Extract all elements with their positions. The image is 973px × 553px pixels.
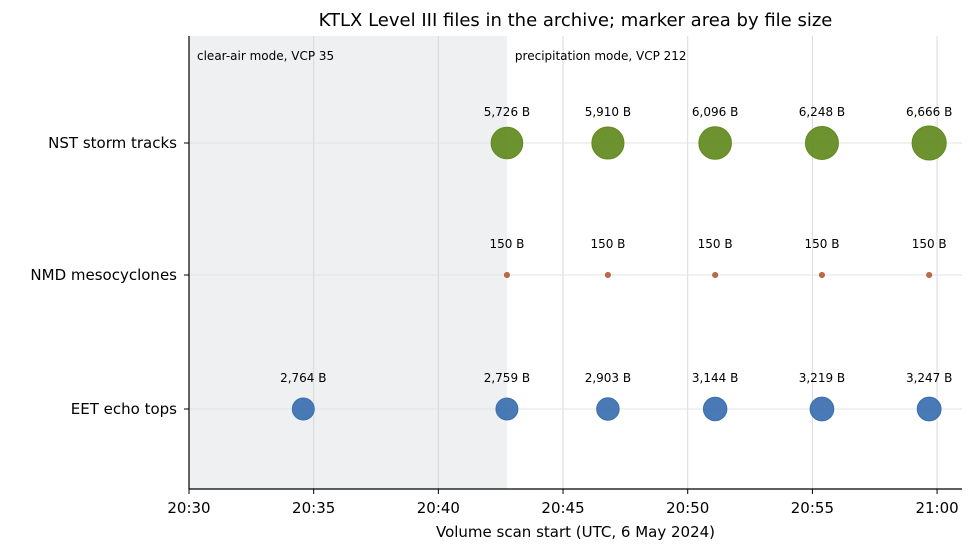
data-point xyxy=(596,397,620,421)
data-label: 2,759 B xyxy=(484,371,530,385)
data-point xyxy=(604,271,611,279)
data-label: 150 B xyxy=(590,237,625,251)
x-tick-label: 20:40 xyxy=(417,499,460,517)
data-point xyxy=(698,126,732,160)
data-point xyxy=(495,397,519,421)
shaded-region-0 xyxy=(189,36,507,489)
data-label: 5,726 B xyxy=(484,105,530,119)
data-point xyxy=(818,271,826,279)
data-point xyxy=(804,125,839,161)
x-tick-label: 21:00 xyxy=(915,499,958,517)
data-point xyxy=(926,271,933,279)
data-point xyxy=(916,396,942,422)
data-label: 2,764 B xyxy=(280,371,326,385)
data-label: 6,096 B xyxy=(692,105,738,119)
data-label: 3,219 B xyxy=(799,371,845,385)
x-tick-label: 20:55 xyxy=(791,499,834,517)
data-point xyxy=(591,126,625,160)
chart-title: KTLX Level III files in the archive; mar… xyxy=(319,10,833,31)
text-layer: clear-air mode, VCP 35 precipitation mode… xyxy=(30,10,958,541)
x-tick-label: 20:30 xyxy=(167,499,210,517)
data-label: 6,666 B xyxy=(906,105,952,119)
axis-layer xyxy=(184,36,962,494)
data-point xyxy=(911,125,947,161)
x-axis-label: Volume scan start (UTC, 6 May 2024) xyxy=(436,523,715,541)
region-label-0: clear-air mode, VCP 35 xyxy=(197,49,334,63)
marker-layer xyxy=(291,125,947,422)
data-label: 6,248 B xyxy=(799,105,845,119)
x-tick-label: 20:50 xyxy=(666,499,709,517)
data-label: 150 B xyxy=(698,237,733,251)
data-label: 150 B xyxy=(804,237,839,251)
y-tick-label: NST storm tracks xyxy=(48,134,177,152)
y-tick-label: EET echo tops xyxy=(71,400,177,418)
data-label: 150 B xyxy=(912,237,947,251)
data-point xyxy=(809,396,835,422)
data-label: 3,144 B xyxy=(692,371,738,385)
data-point xyxy=(712,271,719,279)
data-point xyxy=(291,397,315,421)
data-label: 5,910 B xyxy=(585,105,631,119)
data-label: 2,903 B xyxy=(585,371,631,385)
data-label: 150 B xyxy=(489,237,524,251)
x-tick-label: 20:45 xyxy=(541,499,584,517)
data-point xyxy=(503,271,510,279)
y-tick-label: NMD mesocyclones xyxy=(30,266,177,284)
background-layer xyxy=(189,36,507,489)
region-label-1: precipitation mode, VCP 212 xyxy=(515,49,687,63)
x-tick-label: 20:35 xyxy=(292,499,335,517)
data-point xyxy=(702,396,728,422)
data-label: 3,247 B xyxy=(906,371,952,385)
data-point xyxy=(490,126,524,160)
